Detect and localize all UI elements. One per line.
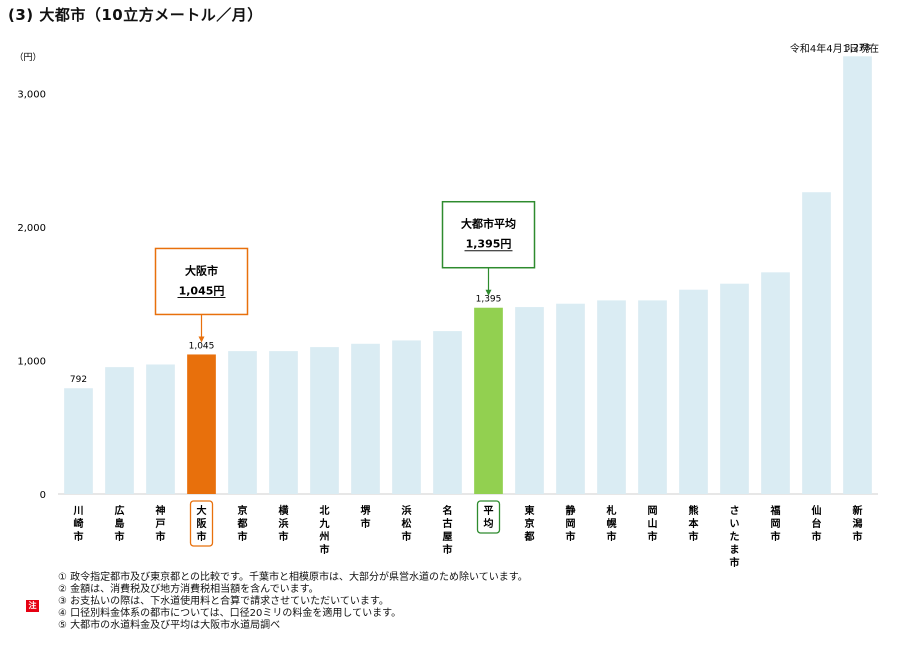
y-tick-label: 1,000 xyxy=(17,356,46,367)
y-tick-label: 3,000 xyxy=(17,89,46,100)
x-tick-label: 名古屋市 xyxy=(443,504,453,556)
note-5: ⑤ 大都市の水道料金及び平均は大阪市水道局調べ xyxy=(58,620,281,631)
callout-title: 大阪市 xyxy=(185,263,218,277)
x-tick-label: 横浜市 xyxy=(279,504,290,543)
bar xyxy=(638,300,667,494)
bar xyxy=(679,289,708,494)
data-label: 792 xyxy=(70,375,87,385)
note-1: ① 政令指定都市及び東京都との比較です。千葉市と相模原市は、大部分が県営水道のた… xyxy=(58,572,528,583)
data-label: 1,395 xyxy=(476,295,502,305)
x-tick-label: 浜松市 xyxy=(402,504,412,543)
water-rate-bar-chart: （円）01,0002,0003,000川崎市広島市神戸市大阪市京都市横浜市北九州… xyxy=(14,43,878,569)
callout-box xyxy=(441,200,536,269)
bar xyxy=(351,343,380,494)
y-tick-label: 2,000 xyxy=(17,223,46,234)
callout-arrowhead xyxy=(485,289,492,296)
x-tick-label: 神戸市 xyxy=(156,504,166,543)
x-tick-label: さいたま市 xyxy=(730,505,740,569)
x-tick-label: 広島市 xyxy=(115,504,125,543)
data-label: 1,045 xyxy=(189,341,215,351)
bar xyxy=(474,307,503,494)
x-tick-label: 川崎市 xyxy=(73,505,84,543)
bar xyxy=(105,367,134,494)
x-tick-label: 熊本市 xyxy=(689,504,700,543)
x-tick-label: 新潟市 xyxy=(853,504,863,543)
data-label: 3,278 xyxy=(845,43,871,53)
x-tick-label: 大阪市 xyxy=(197,504,208,543)
note-3: ③ お支払いの際は、下水道使用料と合算で請求させていただいています。 xyxy=(58,596,389,607)
as-of-date: 令和4年4月1日現在 xyxy=(789,44,879,55)
x-tick-label: 北九州市 xyxy=(319,504,330,556)
callout-value: 1,395円 xyxy=(466,238,512,251)
x-tick-label: 京都市 xyxy=(237,504,248,543)
highlight-label-box xyxy=(476,500,501,534)
bar xyxy=(761,272,790,494)
x-tick-label: 岡山市 xyxy=(648,505,658,543)
bar xyxy=(597,300,626,494)
x-tick-label: 静岡市 xyxy=(566,504,576,543)
x-tick-label: 福岡市 xyxy=(770,504,781,543)
x-tick-label: 仙台市 xyxy=(812,504,822,543)
callout-value: 1,045円 xyxy=(179,284,225,297)
bar xyxy=(515,307,544,494)
bar xyxy=(146,364,175,494)
note-4: ④ 口径別料金体系の都市については、口径20ミリの料金を適用しています。 xyxy=(58,608,402,619)
callout-title: 大都市平均 xyxy=(461,217,516,231)
bar xyxy=(64,388,93,494)
y-tick-label: 0 xyxy=(40,490,46,501)
x-tick-label: 堺市 xyxy=(361,504,372,530)
bar xyxy=(433,331,462,494)
note-2: ② 金額は、消費税及び地方消費税相当額を含んでいます。 xyxy=(58,584,319,595)
bar xyxy=(720,283,749,494)
page-title: (3) 大都市（10立方メートル／月） xyxy=(8,6,263,24)
note-badge: 注 xyxy=(26,600,39,612)
x-tick-label: 東京都 xyxy=(524,504,535,543)
bar xyxy=(187,354,216,494)
notes: ① 政令指定都市及び東京都との比較です。千葉市と相模原市は、大部分が県営水道のた… xyxy=(58,572,528,632)
bar xyxy=(310,347,339,494)
callout-arrowhead xyxy=(198,336,205,343)
bar xyxy=(228,351,257,494)
bar xyxy=(556,303,585,494)
highlight-label-box xyxy=(189,500,214,547)
y-axis-label: （円） xyxy=(14,52,41,63)
bar xyxy=(269,351,298,494)
x-tick-label: 平均 xyxy=(484,505,494,530)
x-tick-label: 札幌市 xyxy=(606,504,617,543)
bar xyxy=(843,56,872,494)
bar xyxy=(392,340,421,494)
bar xyxy=(802,192,831,495)
callout-box xyxy=(154,247,249,316)
